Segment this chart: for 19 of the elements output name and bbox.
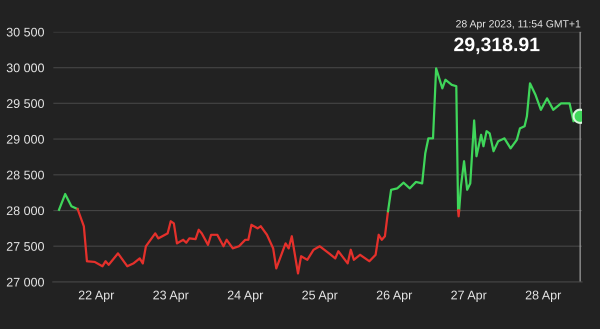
x-tick-label: 27 Apr: [451, 290, 487, 302]
y-tick-label: 30 500: [6, 28, 44, 37]
annotation: 29,318.91: [454, 38, 540, 54]
y-tick-label: 28 500: [6, 170, 44, 180]
x-tick-label: 23 Apr: [153, 290, 189, 302]
line-series: [76, 208, 390, 274]
y-tick-label: 27 500: [6, 242, 44, 251]
y-tick-label: 30 000: [6, 63, 44, 72]
x-tick-label: 24 Apr: [228, 290, 264, 302]
x-tick-label: 25 Apr: [302, 290, 338, 302]
y-tick-label: 27 000: [6, 278, 44, 287]
y-tick-label: 29 000: [6, 134, 44, 144]
x-tick-label: 28 Apr: [526, 290, 562, 302]
x-tick-label: 22 Apr: [78, 290, 114, 302]
y-tick-label: 29 500: [6, 99, 44, 108]
x-tick-label: 26 Apr: [376, 290, 412, 302]
y-tick-label: 28 000: [6, 206, 44, 216]
line-series: [58, 192, 79, 211]
text: 28 Apr 2023, 11:54 GMT+1: [456, 20, 580, 30]
